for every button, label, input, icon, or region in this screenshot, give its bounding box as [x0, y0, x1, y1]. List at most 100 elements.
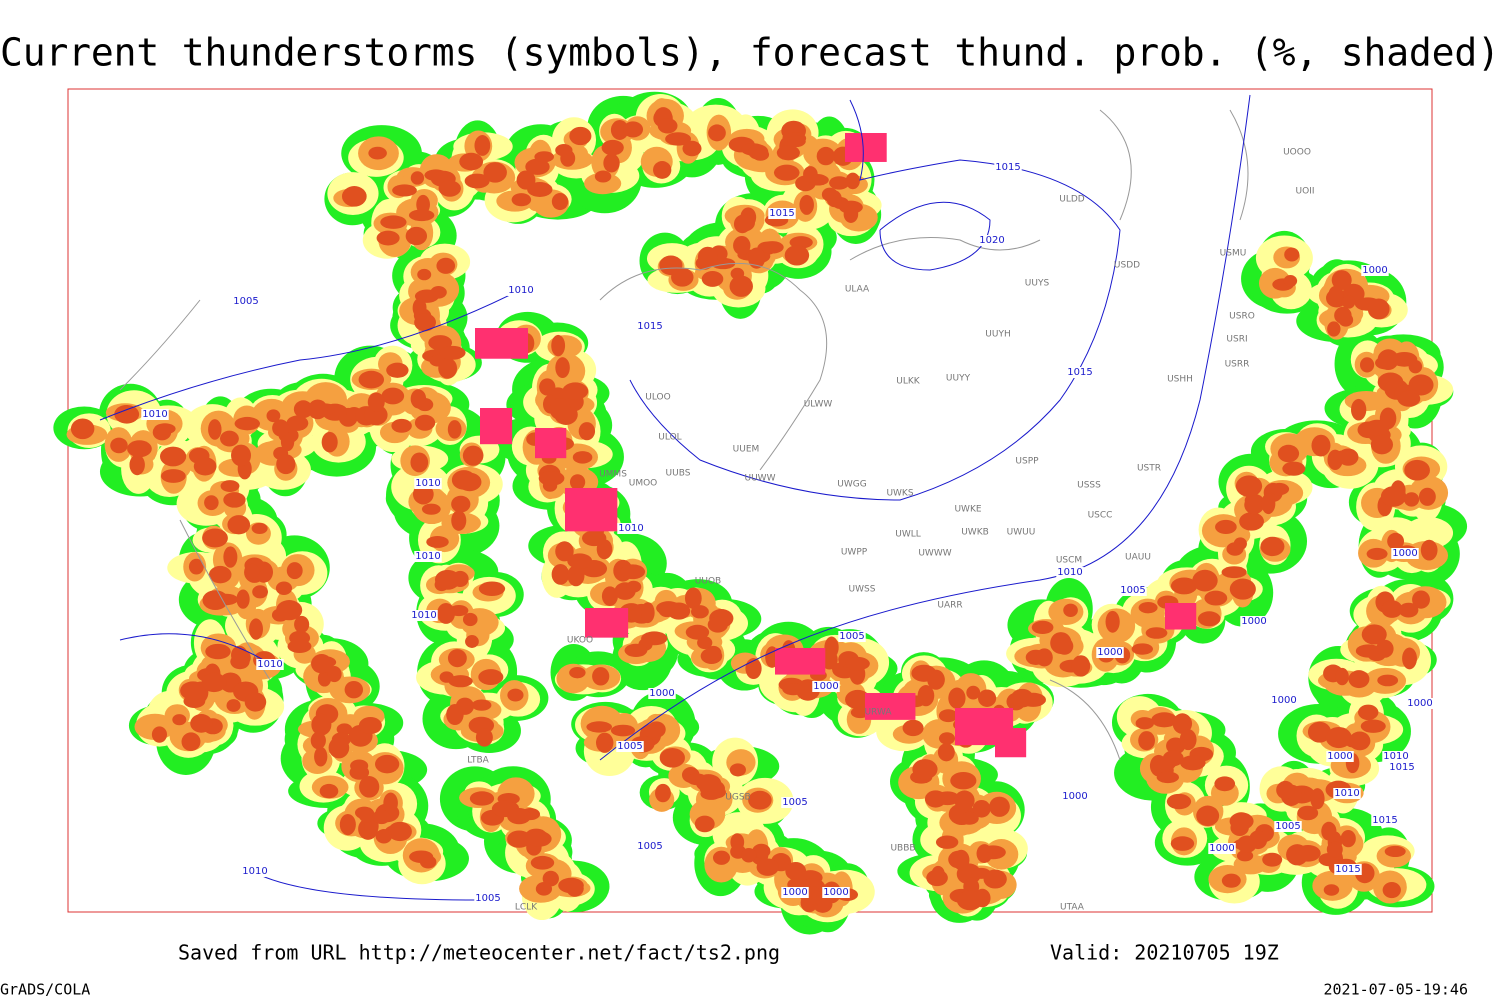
- shade-patch: [1135, 717, 1154, 730]
- timestamp: 2021-07-05-19:46: [1324, 981, 1469, 999]
- shade-patch: [586, 721, 612, 733]
- shade-patch: [938, 709, 958, 723]
- station-label: USSS: [1077, 481, 1101, 491]
- shade-patch: [208, 419, 222, 440]
- shade-patch: [415, 486, 431, 505]
- shade-patch: [1131, 643, 1154, 655]
- shade-patch: [569, 667, 586, 679]
- isobar-label-bg: [994, 162, 1022, 173]
- shade-patch: [469, 791, 495, 806]
- shade-patch: [733, 235, 751, 255]
- station-label: UWUU: [1007, 528, 1036, 538]
- shade-patch: [127, 440, 152, 458]
- shade-patch: [748, 247, 766, 269]
- isobar-label: 1000: [1362, 265, 1387, 276]
- isobar-label: 1010: [242, 866, 267, 877]
- storm-symbols: [535, 428, 567, 459]
- shade-patch: [729, 275, 753, 297]
- shade-patch: [1375, 356, 1396, 370]
- shade-patch: [220, 430, 239, 447]
- shade-patch: [372, 809, 391, 825]
- isobar-label: 1020: [979, 235, 1004, 246]
- shade-patch: [465, 635, 479, 648]
- shade-patch: [624, 643, 648, 658]
- shade-patch: [1398, 602, 1419, 618]
- isobar-label: 1000: [1062, 791, 1087, 802]
- isobar-label-bg: [812, 681, 840, 692]
- shade-patch: [129, 454, 145, 476]
- shade-patch: [685, 624, 710, 640]
- probability-shading: [53, 91, 1468, 935]
- shade-patch: [733, 214, 751, 234]
- shade-patch: [620, 564, 646, 580]
- shade-patch: [383, 792, 398, 814]
- station-label: UTAA: [1060, 903, 1085, 913]
- shade-patch: [845, 656, 870, 671]
- shade-patch: [578, 422, 596, 441]
- station-label: UBBB: [890, 844, 915, 854]
- shade-patch: [1221, 873, 1241, 888]
- shade-patch: [655, 783, 671, 803]
- isobar-label: 1000: [823, 887, 848, 898]
- shade-patch: [610, 724, 636, 737]
- shade-patch: [592, 667, 610, 686]
- shade-patch: [451, 495, 471, 513]
- station-label: UUYY: [946, 374, 971, 384]
- shade-patch: [1151, 712, 1178, 728]
- storm-symbols: [1165, 603, 1197, 630]
- shade-patch: [667, 602, 691, 620]
- storm-symbols: [480, 408, 513, 445]
- software: GrADS/COLA: [0, 981, 90, 999]
- shade-patch: [1397, 390, 1421, 407]
- shade-patch: [1358, 704, 1379, 721]
- shade-patch: [1236, 835, 1257, 853]
- shade-patch: [387, 821, 412, 842]
- shade-patch: [1311, 434, 1331, 457]
- shade-patch: [226, 699, 241, 712]
- shade-patch: [1226, 542, 1244, 556]
- shade-patch: [244, 692, 267, 712]
- shade-patch: [603, 153, 620, 173]
- shade-patch: [1197, 611, 1221, 627]
- shade-patch: [1367, 648, 1386, 662]
- shade-patch: [1326, 841, 1343, 858]
- shade-patch: [328, 736, 350, 759]
- shade-patch: [110, 437, 128, 454]
- shade-patch: [572, 451, 593, 464]
- isobar-label: 1000: [1209, 843, 1234, 854]
- shade-patch: [1340, 830, 1356, 848]
- shade-patch: [1412, 590, 1430, 609]
- isobar-label-bg: [1388, 762, 1416, 773]
- isobar-label-bg: [474, 893, 502, 904]
- isobar-label-bg: [1240, 616, 1268, 627]
- shade-patch: [249, 618, 263, 640]
- shade-patch: [70, 418, 95, 440]
- station-label: UUBS: [666, 469, 691, 479]
- shade-patch: [1261, 493, 1276, 515]
- station-label: UAUU: [1125, 553, 1151, 563]
- shade-patch: [1215, 519, 1237, 535]
- shade-patch: [457, 472, 482, 492]
- shade-patch: [251, 522, 268, 535]
- shade-patch: [952, 849, 970, 871]
- isobar-label-bg: [1208, 843, 1236, 854]
- isobar-label: 1005: [1120, 585, 1145, 596]
- shade-patch: [1327, 321, 1341, 337]
- shade-patch: [286, 415, 309, 431]
- isobar-label-bg: [1326, 751, 1354, 762]
- shade-patch: [1297, 805, 1319, 821]
- title: Current thunderstorms (symbols), forecas…: [0, 31, 1500, 75]
- shade-patch: [1138, 731, 1155, 751]
- shade-patch: [748, 790, 772, 810]
- station-label: UWPP: [841, 548, 868, 558]
- shade-patch: [989, 796, 1010, 817]
- shade-patch: [266, 409, 281, 423]
- isobar-label: 1005: [839, 631, 864, 642]
- shade-patch: [405, 226, 428, 246]
- shade-patch: [567, 565, 585, 587]
- shade-patch: [363, 404, 388, 426]
- isobar-label-bg: [1391, 548, 1419, 559]
- station-label: USDD: [1114, 261, 1140, 271]
- shade-patch: [1156, 755, 1177, 771]
- isobar-label-bg: [1119, 585, 1147, 596]
